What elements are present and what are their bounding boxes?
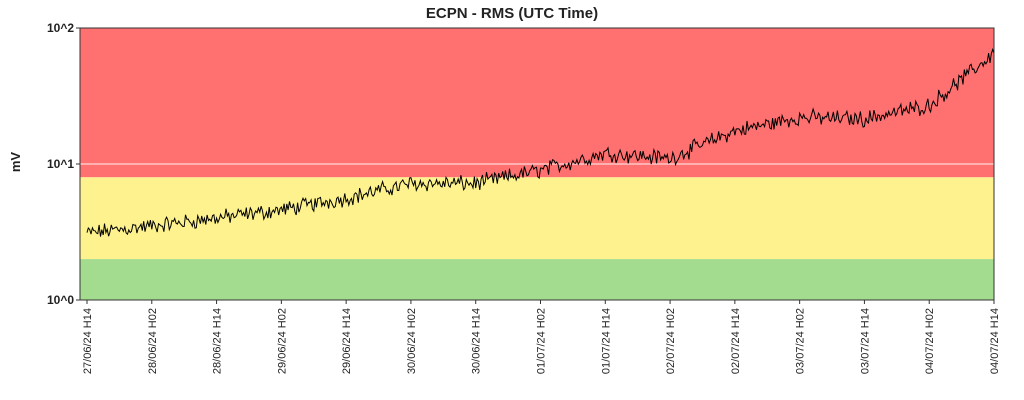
x-tick-label-9: 02/07/24 H02 xyxy=(665,308,677,374)
x-tick-label-10: 02/07/24 H14 xyxy=(730,308,742,374)
x-tick-label-1: 28/06/24 H02 xyxy=(147,308,159,374)
x-tick-label-13: 04/07/24 H02 xyxy=(924,308,936,374)
x-tick-label-5: 30/06/24 H02 xyxy=(406,308,418,374)
threshold-bands xyxy=(80,28,994,300)
x-tick-label-3: 29/06/24 H02 xyxy=(276,308,288,374)
y-tick-label-2: 10^2 xyxy=(47,21,74,35)
x-tick-label-7: 01/07/24 H02 xyxy=(536,308,548,374)
x-tick-label-2: 28/06/24 H14 xyxy=(212,308,224,374)
y-axis-ticks: 10^0 10^1 10^2 xyxy=(47,21,80,307)
band-2 xyxy=(80,28,994,178)
x-tick-label-12: 03/07/24 H14 xyxy=(859,308,871,374)
x-tick-label-8: 01/07/24 H14 xyxy=(600,308,612,374)
y-tick-label-0: 10^0 xyxy=(47,293,74,307)
y-tick-label-1: 10^1 xyxy=(47,157,74,171)
rms-series-line xyxy=(86,47,995,237)
band-1 xyxy=(80,177,994,260)
chart-title: ECPN - RMS (UTC Time) xyxy=(426,5,598,22)
x-axis-ticks: 27/06/24 H14 28/06/24 H02 28/06/24 H14 29/0… xyxy=(82,300,1001,374)
y-axis-label: mV xyxy=(8,152,23,173)
x-tick-label-14: 04/07/24 H14 xyxy=(989,308,1001,374)
x-tick-label-0: 27/06/24 H14 xyxy=(82,308,94,374)
x-tick-label-4: 29/06/24 H14 xyxy=(341,308,353,374)
x-tick-label-11: 03/07/24 H02 xyxy=(795,308,807,374)
band-0 xyxy=(80,259,994,300)
x-tick-label-6: 30/06/24 H14 xyxy=(471,308,483,374)
